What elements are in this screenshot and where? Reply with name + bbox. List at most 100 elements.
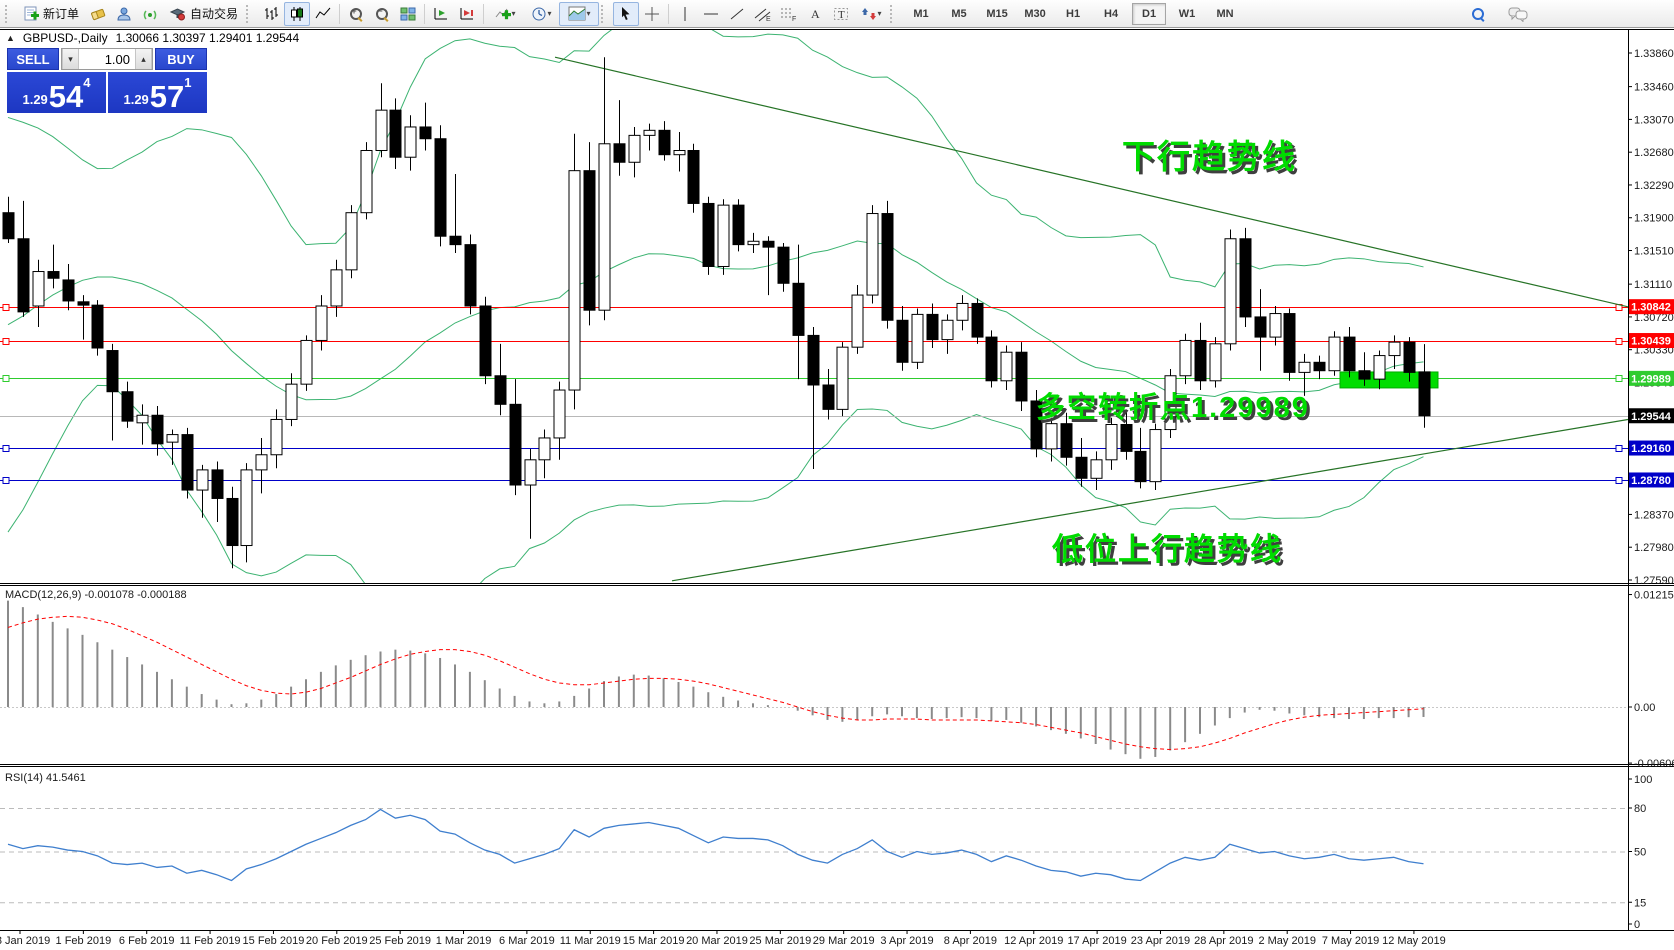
volume-decrease-button[interactable]: ▾ (62, 49, 79, 69)
trendline-tool-icon[interactable] (724, 2, 750, 26)
community-chat-icon[interactable] (1505, 2, 1531, 26)
profile-icon[interactable] (111, 2, 137, 26)
buy-price-display[interactable]: 1.29 57 1 (108, 72, 207, 113)
timeframe-m1-button[interactable]: M1 (904, 3, 938, 25)
bull-candle (1373, 355, 1386, 380)
timeframe-m30-button[interactable]: M30 (1018, 3, 1052, 25)
toolbar-grip[interactable] (601, 4, 609, 23)
uptrend-trendline[interactable] (671, 418, 1628, 582)
bear-candle (792, 282, 805, 336)
auto-scroll-icon[interactable] (428, 2, 454, 26)
bollinger-middle-band[interactable] (7, 240, 1424, 401)
sell-price-display[interactable]: 1.29 54 4 (7, 72, 106, 113)
current-price-badge-label: 1.29544 (1631, 411, 1672, 423)
support-badge (1629, 472, 1674, 488)
bear-candle (613, 143, 626, 163)
timeframe-m15-button[interactable]: M15 (980, 3, 1014, 25)
buy-price-point: 1 (184, 75, 192, 90)
resistance-badge (1629, 333, 1674, 349)
bear-candle (509, 403, 522, 486)
timeframe-h1-button[interactable]: H1 (1056, 3, 1090, 25)
downtrend-trendline[interactable] (554, 56, 1628, 308)
arrows-tool-dropdown[interactable]: ▾ (854, 2, 888, 26)
bear-candle (1254, 316, 1267, 338)
new-order-button[interactable]: 新订单 (17, 2, 85, 26)
bull-candle (717, 204, 730, 267)
resistance-badge-label: 1.30842 (1631, 302, 1671, 314)
line-handle (1615, 477, 1623, 484)
zoom-out-icon[interactable]: − (369, 2, 395, 26)
text-label-tool-icon[interactable]: T (828, 2, 854, 26)
search-icon[interactable] (1465, 2, 1491, 26)
bull-candle (1209, 343, 1222, 382)
signal-icon[interactable] (137, 2, 163, 26)
bear-candle (1134, 450, 1147, 483)
zoom-in-icon[interactable]: + (343, 2, 369, 26)
toolbar-grip[interactable] (246, 4, 254, 23)
timeframe-m5-button[interactable]: M5 (942, 3, 976, 25)
bull-candle (1105, 424, 1118, 461)
autotrade-icon (169, 8, 186, 21)
one-click-trade-panel: SELL ▾ 1.00 ▴ BUY 1.29 54 4 1.29 57 1 (7, 48, 207, 113)
price-tick-label: 1.32680 (1634, 147, 1674, 159)
bull-candle (404, 126, 417, 158)
tile-windows-icon[interactable] (395, 2, 421, 26)
resistance-badge (1629, 299, 1674, 315)
price-tick-label: 1.33070 (1634, 114, 1674, 126)
cursor-tool-icon[interactable] (613, 1, 640, 26)
sell-price-base: 1.29 (22, 92, 48, 107)
annotation-low-uptrend-line: 低位上行趋势线 (1052, 532, 1283, 567)
fibonacci-tool-icon[interactable]: F (776, 2, 802, 26)
timeframe-mn-button[interactable]: MN (1208, 3, 1242, 25)
autotrade-button[interactable]: 自动交易 (163, 2, 244, 26)
timeframe-w1-button[interactable]: W1 (1170, 3, 1204, 25)
candlestick-chart-type-icon[interactable] (284, 1, 311, 26)
templates-dropdown[interactable]: ▾ (559, 1, 600, 26)
timeframe-d1-button[interactable]: D1 (1132, 2, 1167, 25)
sell-button[interactable]: SELL (7, 48, 59, 70)
bull-candle (1164, 375, 1177, 431)
chevron-down-icon: ▾ (547, 9, 552, 18)
toolbar: 新订单 自动交易 + − ▾ (0, 0, 1674, 28)
line-handle (2, 445, 10, 452)
bear-candle (702, 202, 715, 267)
date-label: 12 May 2019 (1382, 935, 1446, 947)
bollinger-lower-band[interactable] (7, 384, 1424, 625)
chevron-down-icon: ▾ (877, 9, 882, 18)
indicators-dropdown[interactable]: ▾ (487, 2, 523, 26)
bull-candle (524, 459, 537, 486)
bear-candle (732, 204, 745, 246)
bear-candle (226, 497, 239, 547)
toolbar-grip[interactable] (5, 4, 13, 23)
timeframe-h4-button[interactable]: H4 (1094, 3, 1128, 25)
rsi-name: RSI(14) (5, 772, 43, 784)
bear-candle (1343, 336, 1356, 372)
periods-dropdown[interactable]: ▾ (523, 2, 559, 26)
line-handle (1615, 445, 1623, 452)
line-chart-type-icon[interactable] (310, 2, 336, 26)
bull-candle (941, 319, 954, 341)
chart-expand-icon[interactable]: ▲ (6, 33, 15, 43)
volume-increase-button[interactable]: ▴ (135, 49, 152, 69)
bull-candle (911, 313, 924, 363)
bear-candle (434, 138, 447, 237)
equidistant-channel-tool-icon[interactable]: E (750, 2, 776, 26)
bollinger-upper-band[interactable] (7, 1, 1424, 288)
toolbar-grip[interactable] (890, 4, 898, 23)
buy-button[interactable]: BUY (155, 48, 207, 70)
date-label: 6 Feb 2019 (119, 935, 175, 947)
bear-candle (881, 213, 894, 321)
text-tool-icon[interactable]: A (802, 2, 828, 26)
bear-candle (479, 305, 492, 377)
horizontal-line-tool-icon[interactable] (698, 2, 724, 26)
bear-candle (583, 170, 596, 311)
chart-shift-icon[interactable] (454, 2, 480, 26)
volume-value[interactable]: 1.00 (104, 52, 130, 67)
bear-candle (106, 350, 119, 393)
eraser-icon[interactable] (85, 2, 111, 26)
bull-candle (1000, 351, 1013, 382)
bar-chart-type-icon[interactable] (258, 2, 284, 26)
bear-candle (464, 244, 477, 307)
vertical-line-tool-icon[interactable] (672, 2, 698, 26)
crosshair-tool-icon[interactable] (639, 2, 665, 26)
